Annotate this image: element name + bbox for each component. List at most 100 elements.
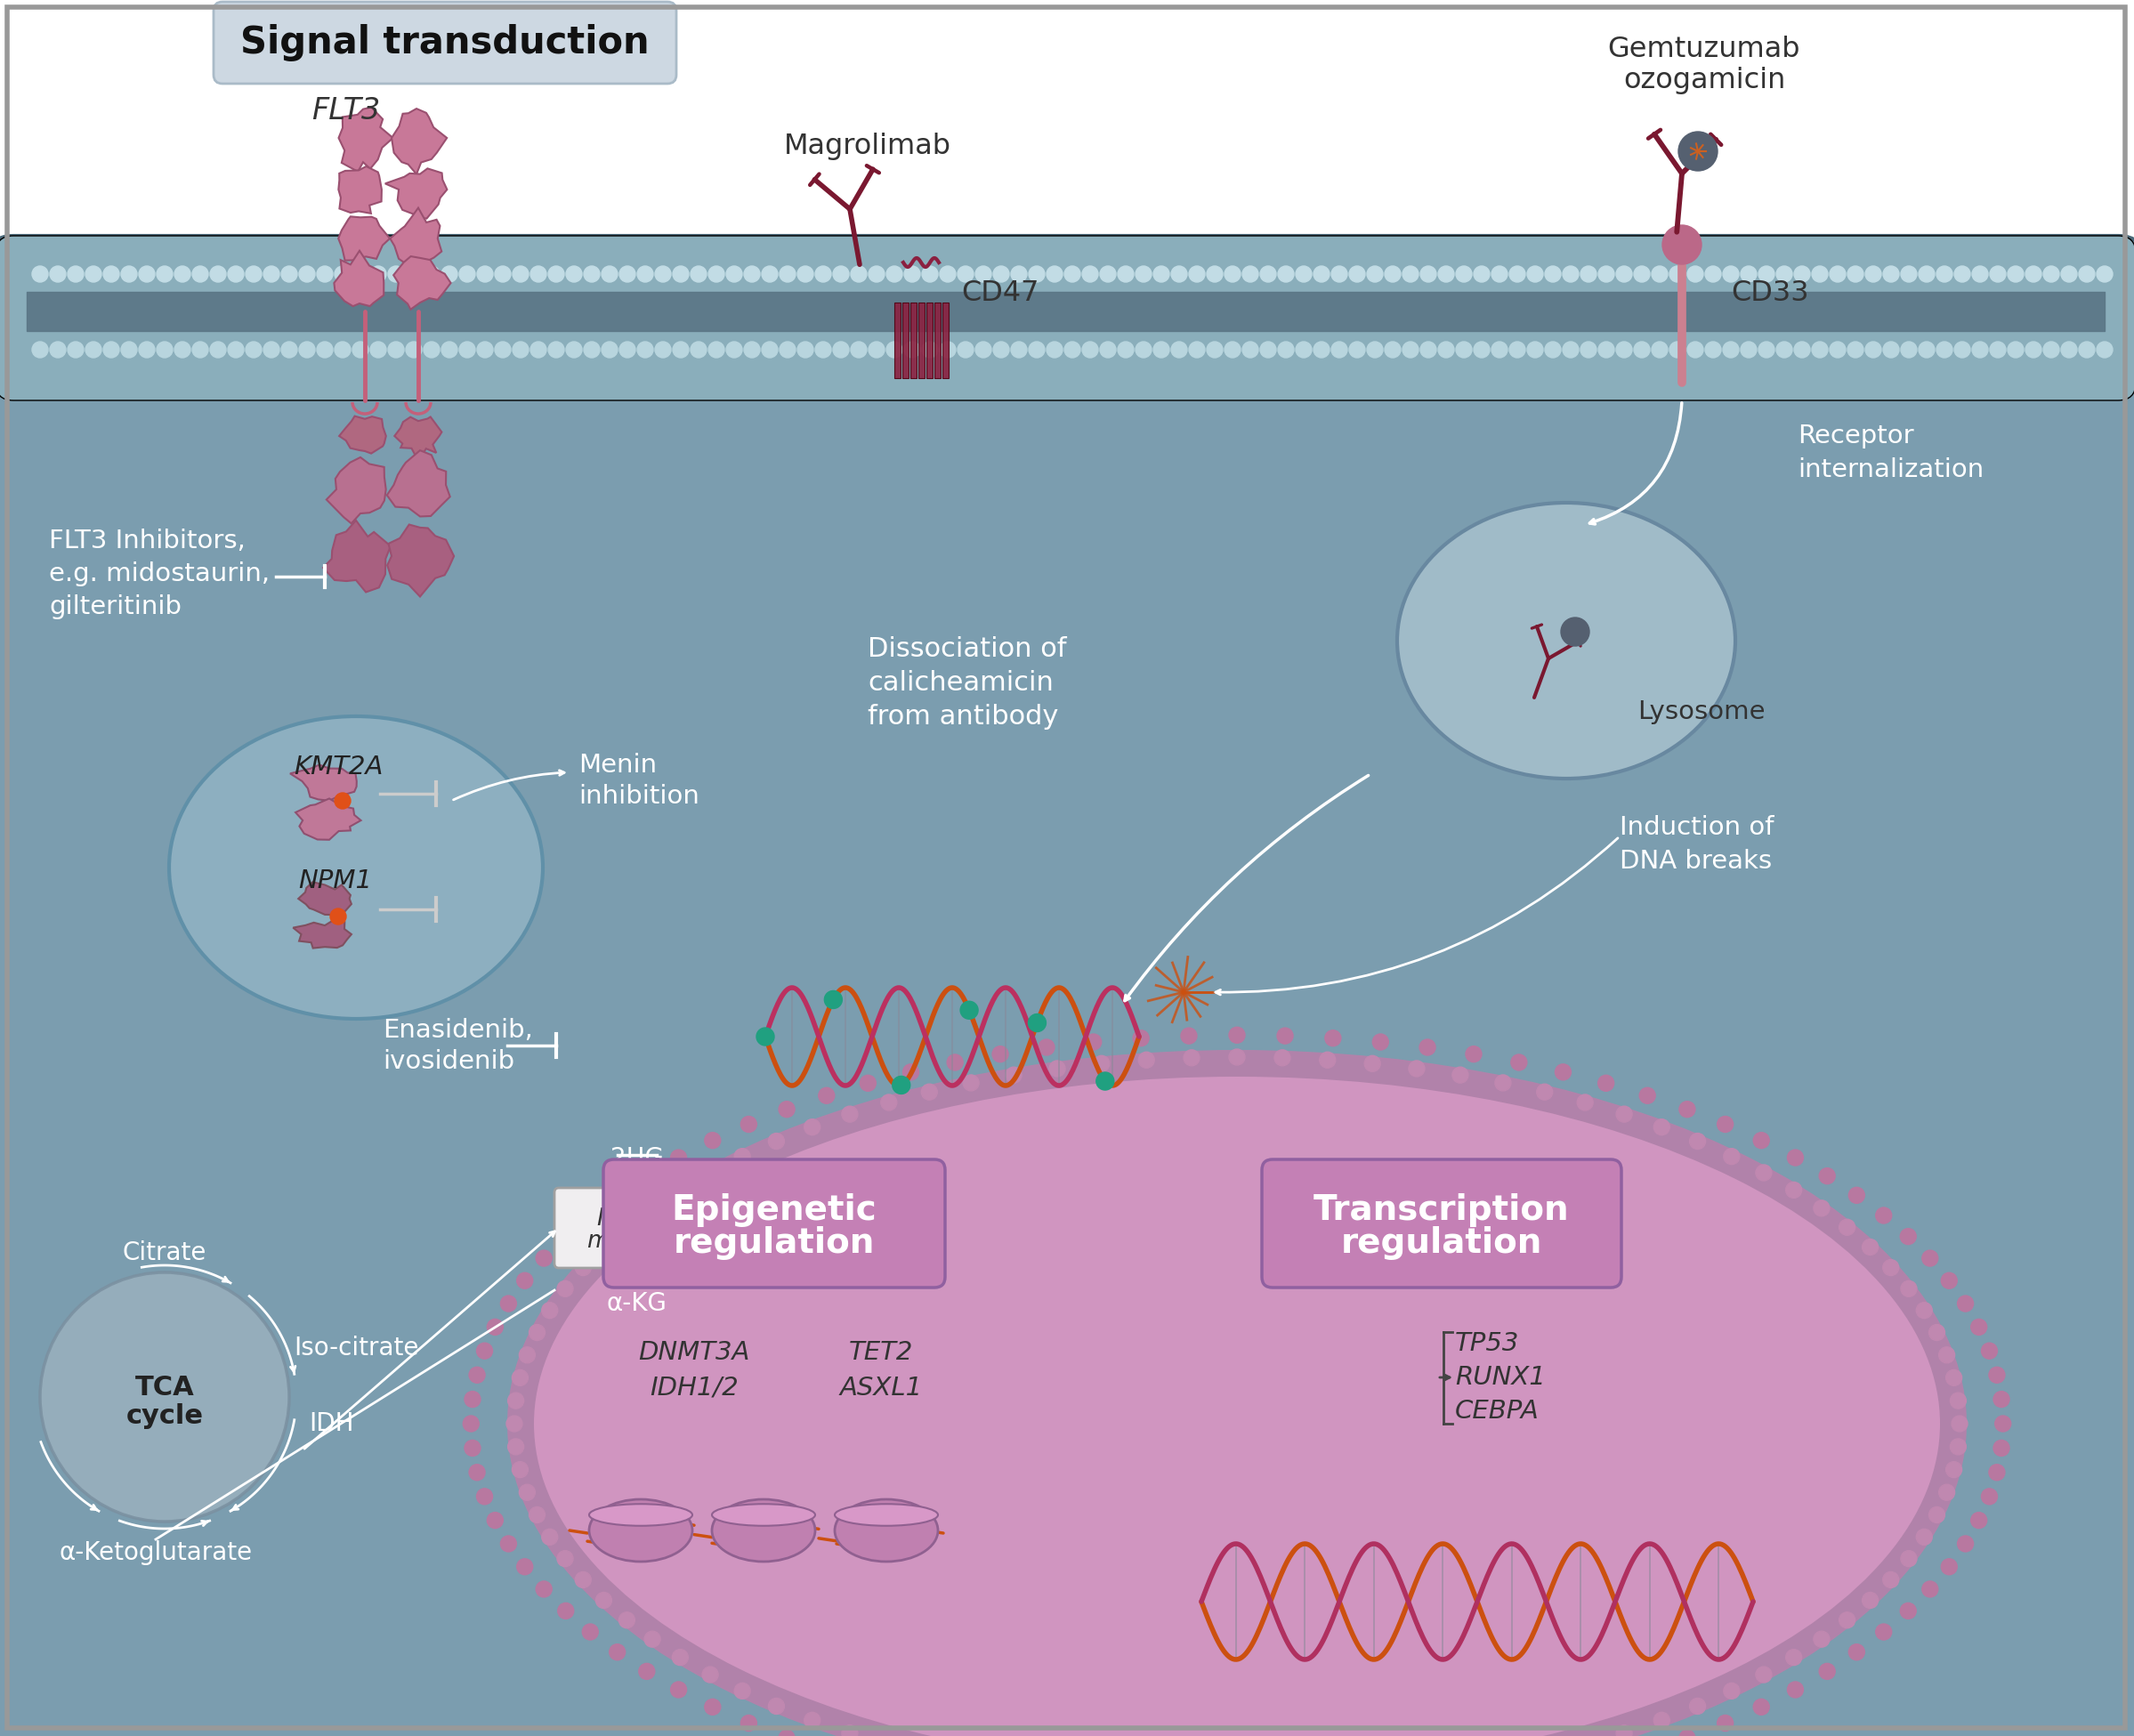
- Circle shape: [209, 266, 226, 281]
- Text: Gemtuzumab: Gemtuzumab: [1607, 35, 1801, 62]
- Text: cycle: cycle: [126, 1404, 203, 1429]
- Circle shape: [1029, 1014, 1046, 1031]
- Circle shape: [156, 342, 173, 358]
- Circle shape: [1724, 1682, 1739, 1700]
- Circle shape: [1786, 1649, 1801, 1665]
- Circle shape: [1492, 342, 1507, 358]
- Circle shape: [1688, 342, 1703, 358]
- Circle shape: [1812, 266, 1829, 281]
- Circle shape: [585, 266, 600, 281]
- Circle shape: [1923, 1250, 1938, 1266]
- Circle shape: [1408, 1061, 1426, 1076]
- Circle shape: [1989, 266, 2006, 281]
- FancyBboxPatch shape: [1261, 1160, 1622, 1288]
- Circle shape: [1402, 342, 1419, 358]
- Circle shape: [1615, 1106, 1633, 1121]
- Circle shape: [299, 266, 316, 281]
- Circle shape: [1876, 1623, 1891, 1641]
- Bar: [903, 302, 909, 378]
- Circle shape: [1936, 266, 1953, 281]
- Circle shape: [1882, 1571, 1899, 1588]
- Polygon shape: [384, 168, 448, 219]
- Circle shape: [1562, 342, 1579, 358]
- Circle shape: [1511, 1054, 1528, 1071]
- Circle shape: [1315, 266, 1329, 281]
- Circle shape: [815, 342, 830, 358]
- Circle shape: [886, 342, 903, 358]
- Circle shape: [1581, 342, 1596, 358]
- Circle shape: [459, 342, 476, 358]
- Bar: [911, 302, 918, 378]
- Circle shape: [585, 342, 600, 358]
- Circle shape: [1099, 266, 1116, 281]
- Circle shape: [1528, 342, 1543, 358]
- Circle shape: [1259, 342, 1276, 358]
- Circle shape: [832, 342, 849, 358]
- Circle shape: [1259, 266, 1276, 281]
- Text: gilteritinib: gilteritinib: [49, 594, 181, 620]
- Circle shape: [583, 1623, 598, 1641]
- Circle shape: [798, 266, 813, 281]
- Circle shape: [2079, 342, 2096, 358]
- Circle shape: [851, 266, 866, 281]
- Circle shape: [512, 266, 529, 281]
- Circle shape: [1923, 1581, 1938, 1597]
- Circle shape: [905, 342, 920, 358]
- Circle shape: [1545, 266, 1560, 281]
- Circle shape: [1775, 342, 1793, 358]
- Circle shape: [655, 266, 670, 281]
- Circle shape: [1455, 266, 1472, 281]
- Circle shape: [1876, 1208, 1891, 1224]
- Circle shape: [1901, 266, 1916, 281]
- Circle shape: [1496, 1075, 1511, 1090]
- Circle shape: [1242, 266, 1259, 281]
- Ellipse shape: [589, 1500, 691, 1562]
- Circle shape: [2042, 342, 2059, 358]
- Circle shape: [262, 342, 280, 358]
- Circle shape: [388, 342, 403, 358]
- Circle shape: [1758, 342, 1775, 358]
- Circle shape: [1754, 1700, 1769, 1715]
- Circle shape: [1901, 342, 1916, 358]
- Circle shape: [508, 1439, 523, 1455]
- Polygon shape: [292, 918, 352, 948]
- Circle shape: [1556, 1064, 1571, 1080]
- Circle shape: [209, 342, 226, 358]
- Circle shape: [815, 266, 830, 281]
- Circle shape: [423, 266, 440, 281]
- Ellipse shape: [534, 1076, 1940, 1736]
- Circle shape: [1718, 1715, 1733, 1731]
- Circle shape: [1509, 266, 1526, 281]
- Circle shape: [1225, 266, 1240, 281]
- Circle shape: [542, 1302, 557, 1318]
- Circle shape: [49, 266, 66, 281]
- Text: Menin: Menin: [578, 753, 657, 778]
- Circle shape: [702, 1667, 719, 1682]
- Text: KMT2A: KMT2A: [294, 755, 382, 779]
- Circle shape: [1652, 342, 1667, 358]
- Text: calicheamicin: calicheamicin: [869, 670, 1054, 696]
- Circle shape: [316, 342, 333, 358]
- Circle shape: [41, 1272, 290, 1521]
- Text: Epigenetic: Epigenetic: [672, 1193, 877, 1227]
- Circle shape: [1882, 342, 1899, 358]
- Circle shape: [1372, 1035, 1389, 1050]
- Circle shape: [644, 1632, 659, 1647]
- Circle shape: [512, 1462, 527, 1477]
- Circle shape: [1368, 266, 1383, 281]
- Circle shape: [960, 1002, 977, 1019]
- Circle shape: [1972, 342, 1989, 358]
- Text: regulation: regulation: [1340, 1226, 1543, 1260]
- Circle shape: [1086, 1035, 1101, 1050]
- Circle shape: [1669, 342, 1686, 358]
- Circle shape: [85, 342, 102, 358]
- Circle shape: [992, 266, 1009, 281]
- Circle shape: [516, 1559, 534, 1575]
- Text: Enasidenib,: Enasidenib,: [382, 1017, 534, 1043]
- Circle shape: [508, 1392, 523, 1408]
- Circle shape: [1453, 1068, 1468, 1083]
- Text: α-KG: α-KG: [606, 1292, 668, 1316]
- Circle shape: [1690, 1698, 1705, 1713]
- Circle shape: [886, 266, 903, 281]
- Circle shape: [1722, 342, 1739, 358]
